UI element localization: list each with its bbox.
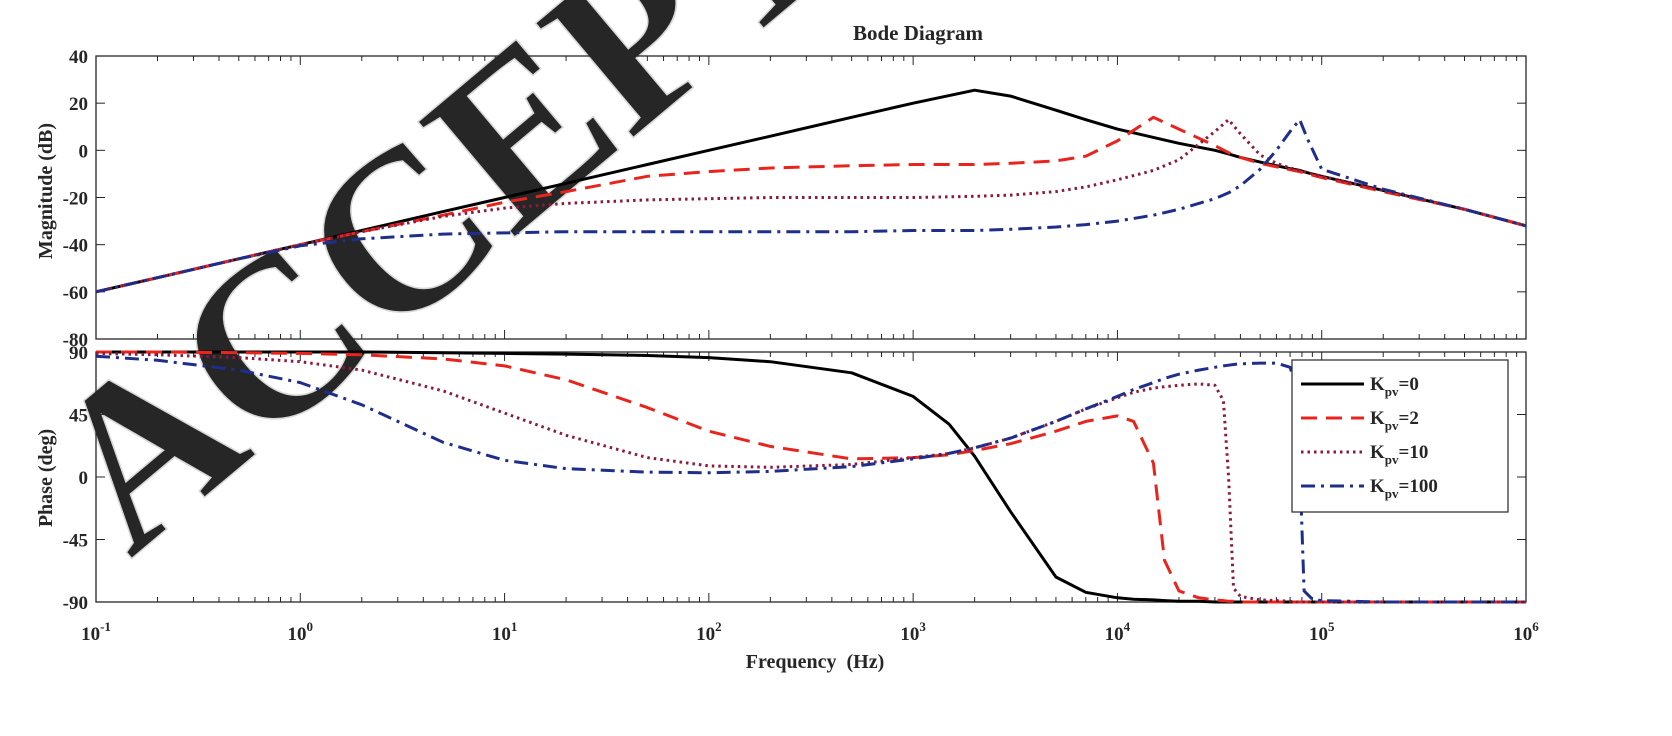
magnitude-y-tick-label: 20 [69, 94, 88, 115]
magnitude-y-tick-label: -60 [63, 283, 88, 304]
phase-y-tick-label: -90 [63, 593, 88, 614]
magnitude-y-tick-label: -40 [63, 236, 88, 257]
legend-label-3: Kpv=100 [1370, 476, 1438, 501]
phase-y-tick-label: 0 [79, 468, 89, 489]
legend-label-2: Kpv=10 [1370, 442, 1428, 467]
x-tick-label: 100 [288, 619, 314, 645]
phase-y-tick-label: -45 [63, 531, 88, 552]
x-tick-label: 102 [696, 619, 722, 645]
phase-plot: 90 45 0 -45 -90 10-1 100 101 102 103 104 105 106 [63, 343, 1540, 645]
legend: Kpv=0 Kpv=2 Kpv=10 Kpv=100 [1291, 359, 1509, 513]
phase-axis-title: Phase (deg) [35, 429, 57, 527]
legend-label-1: Kpv=2 [1370, 408, 1419, 433]
magnitude-axis-title: Magnitude (dB) [35, 123, 57, 259]
x-tick-label: 106 [1513, 619, 1539, 645]
phase-series-line-3 [95, 354, 1526, 604]
magnitude-plot: 40 20 0 -20 -40 -60 -80 [63, 47, 1527, 351]
chart-title: Bode Diagram [853, 21, 984, 45]
frequency-axis-title: Frequency (Hz) [746, 651, 885, 673]
phase-series-line-1 [96, 350, 1526, 604]
x-tick-label: 103 [900, 619, 926, 645]
magnitude-y-tick-label: 40 [69, 47, 88, 68]
x-tick-label: 104 [1105, 619, 1131, 645]
magnitude-y-tick-label: -20 [63, 189, 88, 210]
phase-y-tick-label: 45 [69, 406, 88, 427]
legend-label-0: Kpv=0 [1370, 374, 1419, 399]
x-tick-label: 10-1 [81, 619, 111, 645]
x-tick-label: 101 [492, 619, 517, 645]
x-tick-label: 105 [1309, 619, 1335, 645]
magnitude-y-tick-label: -80 [63, 330, 88, 351]
phase-series-line-2 [95, 351, 1526, 604]
phase-y-tick-label: 90 [69, 343, 88, 364]
magnitude-series-line-2 [95, 118, 1527, 294]
magnitude-y-tick-label: 0 [79, 141, 89, 162]
watermark-text: ACCEPTED [0, 0, 1132, 599]
